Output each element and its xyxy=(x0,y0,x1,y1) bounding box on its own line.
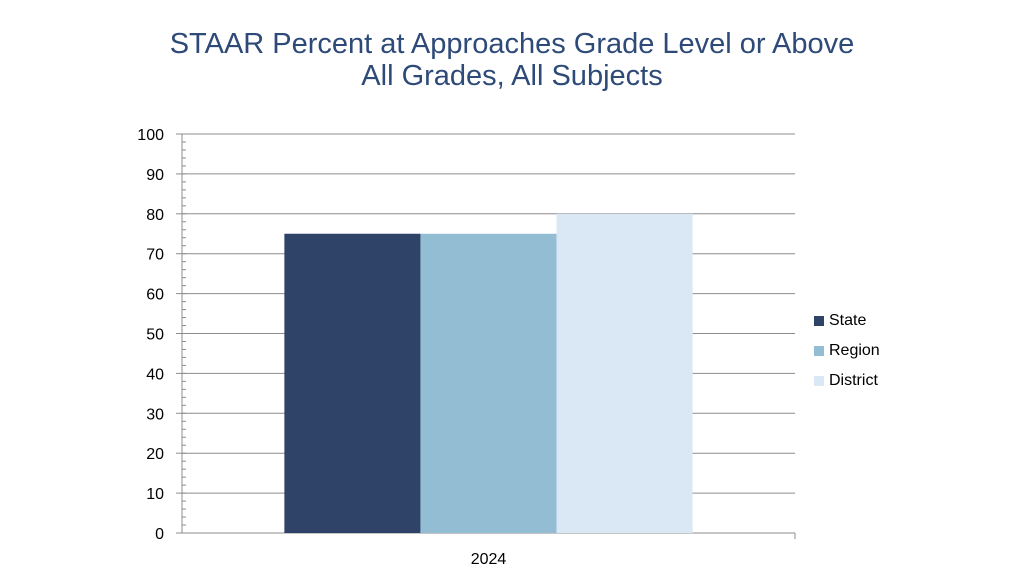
chart-legend: State Region District xyxy=(814,306,880,396)
chart-title: STAAR Percent at Approaches Grade Level … xyxy=(0,28,1024,92)
legend-item: State xyxy=(814,306,880,336)
legend-label: Region xyxy=(829,342,880,359)
bar-district xyxy=(556,213,693,534)
legend-label: State xyxy=(829,312,867,329)
y-tick-label: 90 xyxy=(146,167,164,184)
y-tick-label: 50 xyxy=(146,327,164,344)
y-tick-label: 40 xyxy=(146,366,164,383)
y-tick-label: 0 xyxy=(155,526,164,543)
bar-state xyxy=(284,233,421,533)
legend-swatch xyxy=(814,376,824,386)
chart-title-line1: STAAR Percent at Approaches Grade Level … xyxy=(169,28,855,60)
legend-swatch xyxy=(814,316,824,326)
x-tick-label: 2024 xyxy=(471,551,507,568)
y-tick-label: 80 xyxy=(146,207,164,224)
y-tick-label: 20 xyxy=(146,446,164,463)
y-tick-label: 70 xyxy=(146,247,164,264)
y-tick-label: 100 xyxy=(137,127,164,144)
chart-title-line2: All Grades, All Subjects xyxy=(361,60,663,92)
bar-region xyxy=(420,233,557,533)
y-tick-label: 60 xyxy=(146,287,164,304)
y-tick-label: 10 xyxy=(146,486,164,503)
legend-item: District xyxy=(814,366,880,396)
legend-item: Region xyxy=(814,336,880,366)
legend-label: District xyxy=(829,372,878,389)
y-tick-label: 30 xyxy=(146,406,164,423)
legend-swatch xyxy=(814,346,824,356)
